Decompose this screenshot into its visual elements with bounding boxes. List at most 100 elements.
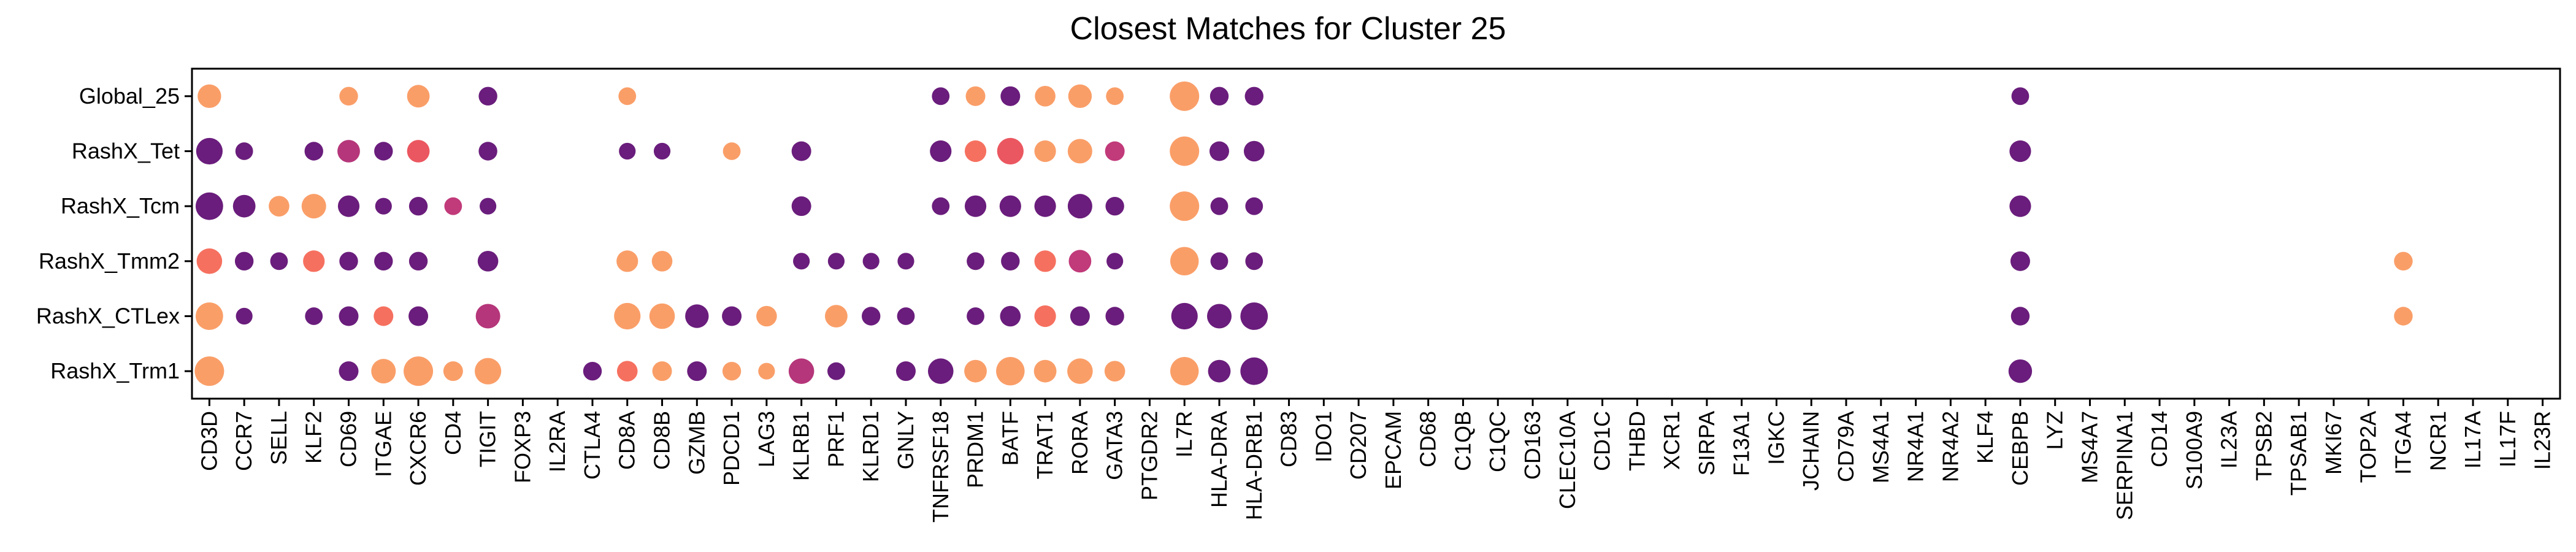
y-tick-label: RashX_CTLex (36, 304, 180, 329)
dot-RashX_Trm1-CTLA4 (583, 361, 602, 381)
dot-RashX_Tet-HLA-DRB1 (1243, 140, 1265, 162)
x-tick-label: RORA (1067, 411, 1092, 475)
dot-RashX_CTLex-TIGIT (475, 304, 500, 329)
dot-RashX_Tet-HLA-DRA (1209, 141, 1229, 161)
x-tick-label: KLRD1 (858, 411, 883, 482)
dot-RashX_Tmm2-CXCR6 (408, 251, 428, 271)
dot-RashX_Trm1-CD69 (339, 361, 359, 381)
x-tick-label: CD207 (1346, 411, 1371, 480)
dot-RashX_Trm1-HLA-DRB1 (1240, 357, 1268, 385)
dot-RashX_Tmm2-CD3D (196, 248, 223, 274)
dot-RashX_Tcm-TRAT1 (1034, 195, 1056, 217)
dot-Global_25-HLA-DRA (1209, 86, 1229, 106)
dot-RashX_Trm1-CXCR6 (404, 356, 434, 386)
dot-RashX_Tmm2-GATA3 (1106, 253, 1124, 270)
x-tick-label: FOXP3 (510, 411, 535, 483)
x-tick-label: PDCD1 (719, 411, 744, 486)
dot-RashX_Trm1-TRAT1 (1033, 359, 1057, 383)
dot-Global_25-HLA-DRB1 (1244, 86, 1263, 106)
x-tick-label: TRAT1 (1032, 411, 1057, 479)
dot-RashX_CTLex-KLRD1 (861, 307, 881, 326)
dot-RashX_CTLex-CD8A (614, 302, 641, 330)
x-tick-label: SIRPA (1694, 411, 1719, 475)
x-tick-label: S100A9 (2182, 411, 2207, 489)
dot-RashX_Tcm-RORA (1067, 194, 1092, 219)
x-tick-label: IL17F (2495, 411, 2520, 467)
x-tick-label: GATA3 (1102, 411, 1127, 480)
dot-RashX_Trm1-RORA (1067, 358, 1093, 384)
dot-RashX_CTLex-GNLY (897, 307, 915, 325)
dot-RashX_CTLex-PRF1 (825, 305, 848, 328)
dot-RashX_Trm1-CD4 (443, 361, 463, 381)
x-tick-label: IDO1 (1311, 411, 1336, 462)
x-tick-label: NR4A1 (1903, 411, 1928, 482)
dot-RashX_Tcm-CD69 (337, 195, 360, 217)
x-tick-label: TNFRSF18 (928, 411, 953, 523)
dot-RashX_Tmm2-SELL (270, 252, 288, 270)
x-tick-label: CD4 (440, 411, 466, 455)
x-tick-label: CD69 (336, 411, 361, 467)
dot-Global_25-CD3D (197, 84, 221, 109)
dot-RashX_Tcm-CCR7 (232, 194, 256, 218)
x-tick-label: IL17A (2460, 411, 2485, 469)
dot-RashX_Trm1-KLRB1 (788, 358, 815, 384)
chart-title: Closest Matches for Cluster 25 (1070, 11, 1506, 47)
dot-Global_25-IL7R (1170, 81, 1200, 111)
dot-RashX_CTLex-IL7R (1171, 302, 1198, 330)
dot-RashX_Trm1-ITGAE (371, 359, 396, 384)
dot-RashX_Tmm2-KLRD1 (862, 253, 880, 270)
dot-Global_25-CD69 (339, 86, 358, 106)
dot-RashX_CTLex-ITGA4 (2394, 307, 2413, 326)
dot-RashX_Tet-CD8A (619, 142, 636, 160)
dot-Global_25-CD8A (618, 87, 637, 105)
y-tick-label: RashX_Trm1 (50, 358, 180, 383)
dot-Global_25-CEBPB (2011, 87, 2030, 105)
dot-RashX_Tcm-KLRB1 (791, 196, 811, 217)
dot-RashX_Tmm2-HLA-DRA (1210, 252, 1229, 270)
x-tick-label: SERPINA1 (2112, 411, 2137, 520)
dot-RashX_Tmm2-TRAT1 (1034, 250, 1056, 272)
dot-RashX_Tcm-CD3D (195, 192, 223, 220)
x-tick-label: CD8A (615, 411, 640, 470)
dot-RashX_Tcm-HLA-DRB1 (1245, 197, 1263, 215)
dot-RashX_Tet-PDCD1 (723, 142, 741, 160)
y-tick-label: Global_25 (79, 83, 180, 109)
x-tick-label: IL23R (2530, 411, 2555, 470)
dot-RashX_CTLex-RORA (1070, 306, 1090, 326)
x-tick-label: NR4A2 (1938, 411, 1963, 482)
dot-Global_25-RORA (1068, 84, 1092, 109)
dot-RashX_Tcm-TIGIT (480, 197, 497, 215)
dot-RashX_Tmm2-PRF1 (827, 253, 845, 270)
dot-RashX_Tet-CCR7 (235, 142, 253, 160)
dot-RashX_Trm1-CEBPB (2008, 359, 2033, 383)
dot-RashX_Trm1-GATA3 (1104, 361, 1125, 381)
dot-RashX_Tet-IL7R (1170, 136, 1200, 166)
dot-RashX_Tmm2-HLA-DRB1 (1245, 252, 1263, 270)
x-tick-label: CD1C (1590, 411, 1615, 471)
dot-RashX_CTLex-CXCR6 (408, 306, 429, 326)
dot-RashX_Tet-TRAT1 (1034, 140, 1056, 163)
x-tick-label: TPSAB1 (2286, 411, 2311, 496)
dot-RashX_Tmm2-KLRB1 (793, 253, 810, 270)
x-tick-label: IL23A (2217, 411, 2242, 469)
dot-RashX_Tcm-PRDM1 (964, 195, 987, 217)
y-tick-label: RashX_Tmm2 (39, 248, 180, 274)
dot-RashX_Trm1-GZMB (687, 361, 707, 381)
x-tick-label: SELL (266, 411, 291, 465)
dot-RashX_Tet-TNFRSF18 (930, 140, 952, 163)
dot-RashX_Tcm-TNFRSF18 (932, 197, 950, 215)
x-tick-label: LYZ (2042, 411, 2068, 450)
dot-RashX_Tmm2-BATF (1001, 251, 1020, 271)
x-tick-label: ITGA4 (2390, 411, 2415, 475)
x-tick-label: JCHAIN (1798, 411, 1823, 491)
dot-RashX_Tet-CD3D (196, 137, 223, 165)
dot-RashX_Tmm2-CEBPB (2010, 251, 2030, 271)
x-tick-label: MS4A7 (2077, 411, 2102, 483)
x-tick-label: MS4A1 (1868, 411, 1893, 483)
x-tick-label: TIGIT (475, 411, 500, 467)
dot-RashX_CTLex-KLF2 (305, 307, 323, 325)
x-tick-label: ITGAE (370, 411, 396, 477)
dot-Global_25-CXCR6 (407, 85, 430, 108)
dot-RashX_Tcm-BATF (999, 195, 1021, 217)
